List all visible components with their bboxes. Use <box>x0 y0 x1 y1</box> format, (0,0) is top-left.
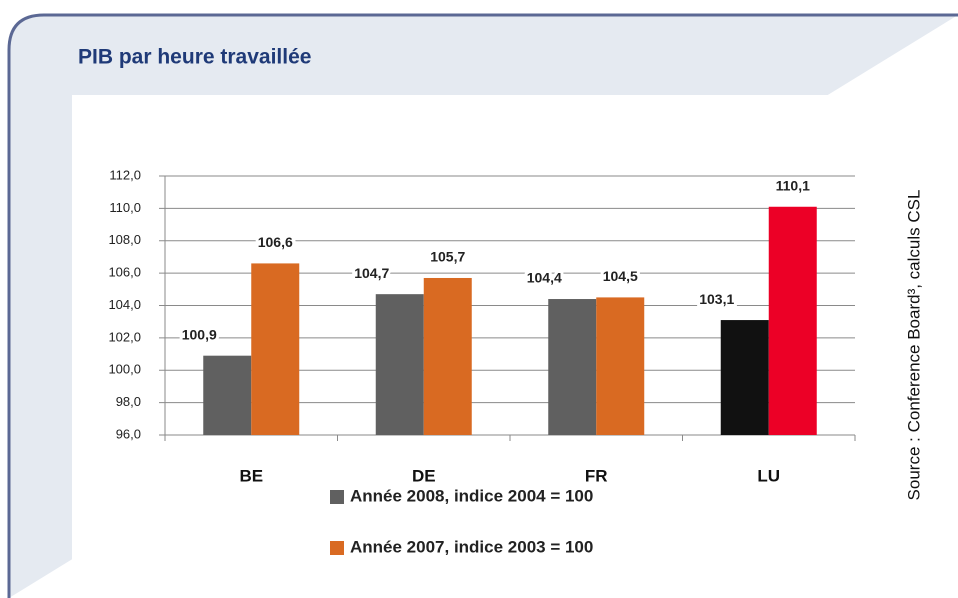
value-label: 110,1 <box>776 177 810 193</box>
y-tick-label: 108,0 <box>108 232 141 247</box>
y-tick-label: 102,0 <box>108 329 141 344</box>
y-tick-label: 100,0 <box>108 362 141 377</box>
value-label: 106,6 <box>258 234 293 250</box>
legend-label: Année 2007, indice 2003 = 100 <box>350 537 593 556</box>
bar <box>768 206 817 435</box>
x-tick-label: LU <box>757 466 780 485</box>
legend-swatch <box>330 541 344 555</box>
x-tick-label: FR <box>585 466 608 485</box>
legend-swatch <box>330 490 344 504</box>
bar <box>720 320 769 435</box>
value-label: 104,5 <box>603 268 638 284</box>
value-label: 105,7 <box>430 249 465 265</box>
y-tick-label: 106,0 <box>108 265 141 280</box>
source: Source : Conference Board³, calculs CSL <box>904 190 923 501</box>
legend-label: Année 2008, indice 2004 = 100 <box>350 486 593 505</box>
title: PIB par heure travaillée <box>78 46 311 69</box>
bar <box>548 299 597 435</box>
x-tick-label: DE <box>412 466 436 485</box>
bar <box>375 294 424 435</box>
bar <box>203 355 252 435</box>
value-label: 104,4 <box>527 270 562 286</box>
y-tick-label: 112,0 <box>109 167 141 182</box>
bar <box>423 277 472 435</box>
y-tick-label: 110,0 <box>109 200 141 215</box>
value-label: 103,1 <box>699 291 734 307</box>
bar <box>596 297 645 435</box>
y-tick-label: 96,0 <box>116 426 141 441</box>
value-label: 104,7 <box>354 265 389 281</box>
value-label: 100,9 <box>182 326 217 342</box>
y-tick-label: 98,0 <box>116 394 141 409</box>
bar <box>251 263 300 435</box>
x-tick-label: BE <box>239 466 263 485</box>
y-tick-label: 104,0 <box>108 297 141 312</box>
